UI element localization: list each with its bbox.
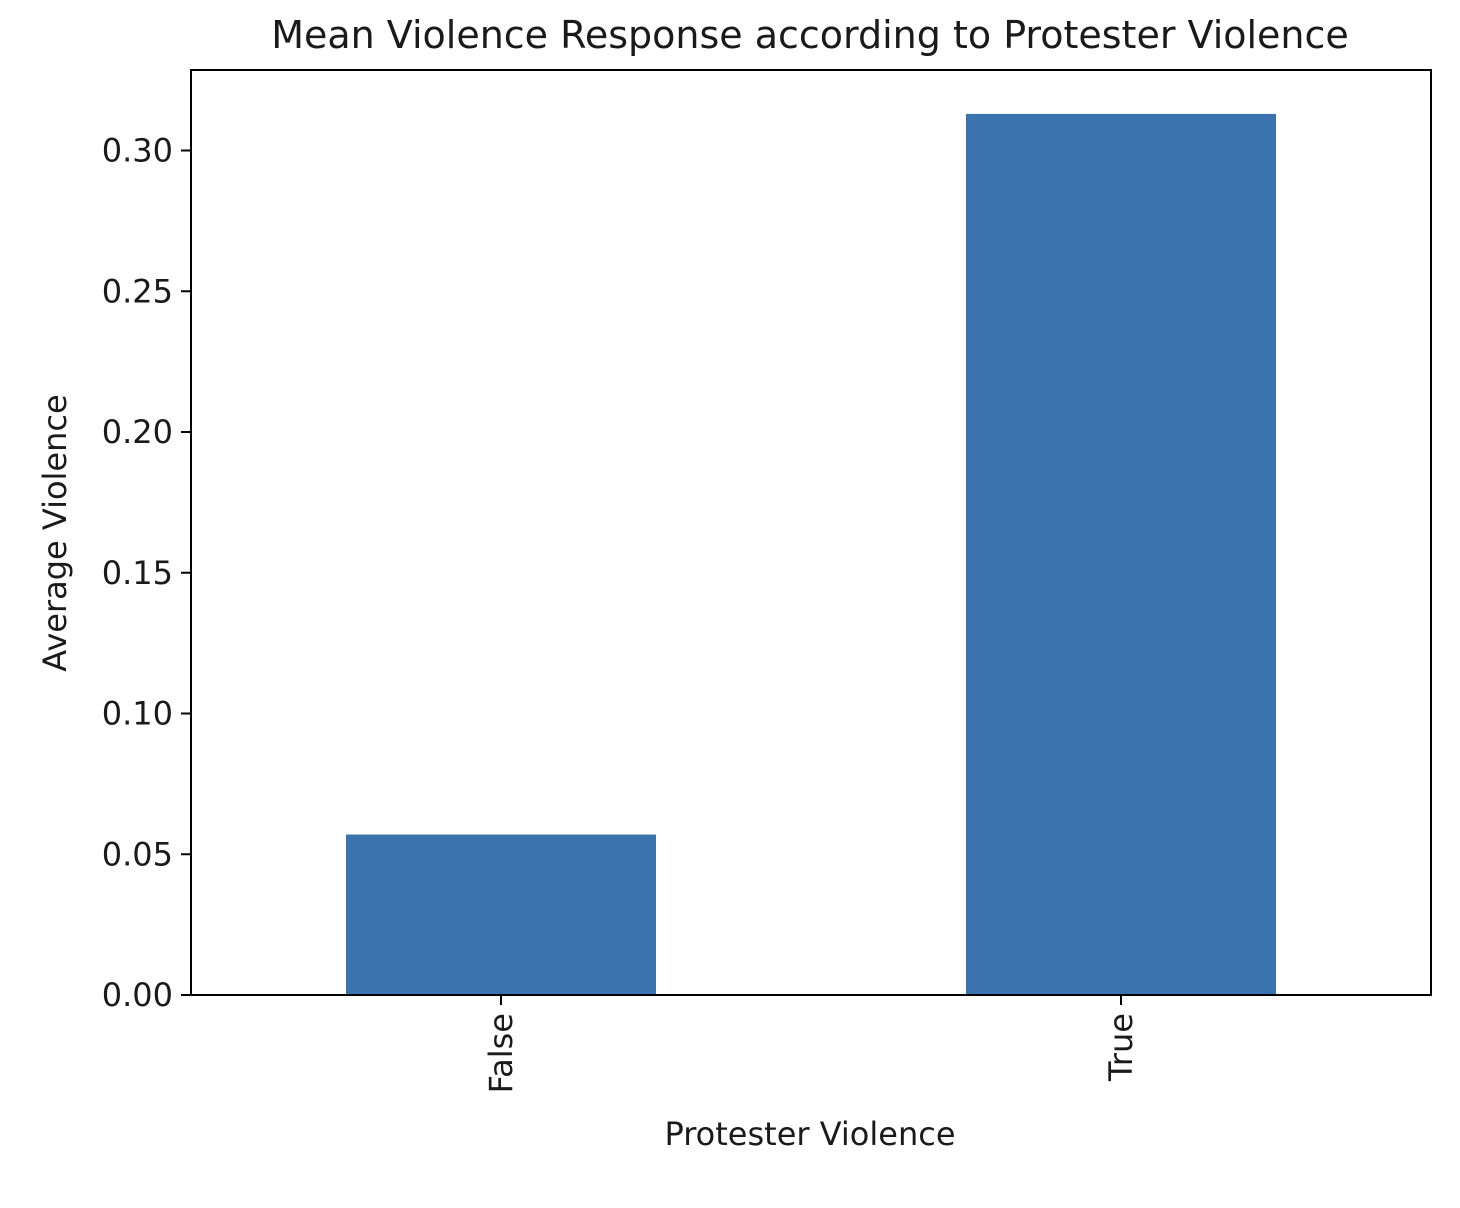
y-tick-label: 0.05 — [102, 835, 173, 873]
y-axis: 0.00 0.05 0.10 0.15 0.20 0.25 0.30 — [102, 132, 191, 1014]
bar-false — [346, 834, 656, 995]
x-axis-label: Protester Violence — [664, 1115, 955, 1153]
y-tick-label: 0.15 — [102, 554, 173, 592]
y-axis-label: Average Violence — [36, 394, 74, 671]
y-tick-label: 0.20 — [102, 413, 173, 451]
y-tick-label: 0.30 — [102, 132, 173, 170]
y-tick-label: 0.25 — [102, 272, 173, 310]
y-tick-label: 0.00 — [102, 976, 173, 1014]
bar-true — [966, 113, 1276, 995]
x-tick-label-true: True — [1102, 1013, 1140, 1082]
x-tick-label-false: False — [482, 1013, 520, 1093]
y-tick-label: 0.10 — [102, 695, 173, 733]
chart-title: Mean Violence Response according to Prot… — [271, 13, 1349, 57]
x-axis: False True — [482, 995, 1140, 1093]
plot-frame — [190, 69, 1432, 996]
bars-group — [346, 113, 1276, 995]
